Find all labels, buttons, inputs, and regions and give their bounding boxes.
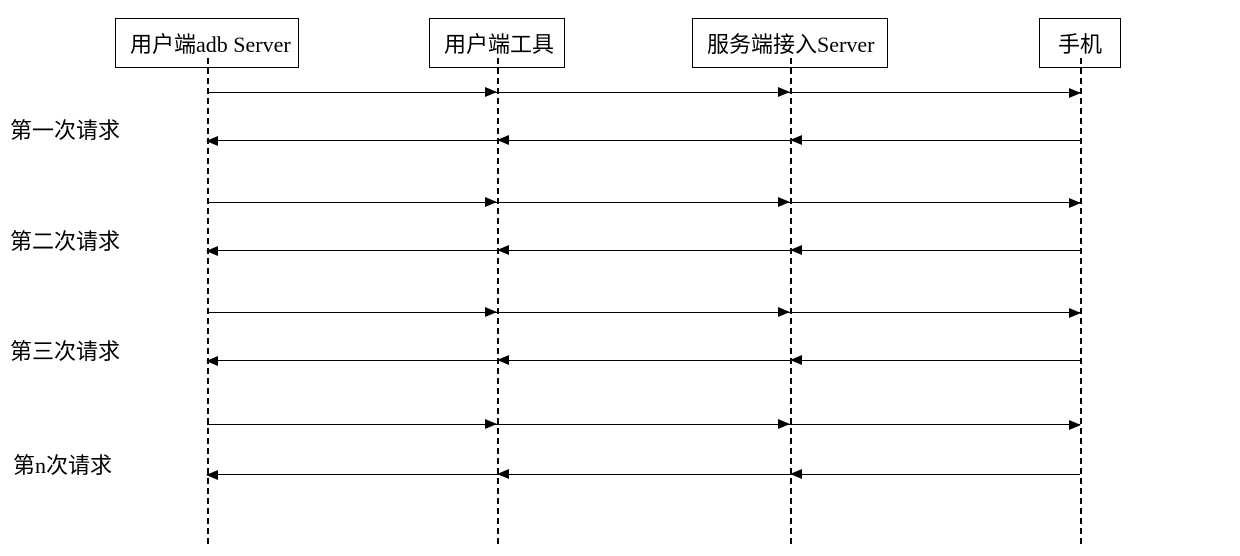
arrowhead — [790, 355, 802, 365]
row-label: 第三次请求 — [10, 334, 120, 366]
arrowhead — [485, 87, 497, 97]
arrowhead — [778, 87, 790, 97]
message-arrow — [207, 250, 1080, 251]
arrowhead — [790, 469, 802, 479]
arrowhead — [497, 135, 509, 145]
message-arrow — [207, 202, 1080, 203]
arrowhead — [778, 197, 790, 207]
message-arrow — [207, 312, 1080, 313]
message-arrow — [207, 360, 1080, 361]
message-arrow — [207, 474, 1080, 475]
lifeline-p4 — [1080, 58, 1082, 544]
arrowhead — [485, 197, 497, 207]
arrowhead — [497, 469, 509, 479]
arrowhead — [485, 419, 497, 429]
arrowhead — [790, 135, 802, 145]
arrowhead — [497, 355, 509, 365]
row-label: 第一次请求 — [10, 113, 120, 145]
message-arrow — [207, 140, 1080, 141]
arrowhead — [485, 307, 497, 317]
message-arrow — [207, 424, 1080, 425]
arrowhead — [790, 245, 802, 255]
arrowhead — [778, 419, 790, 429]
row-label: 第二次请求 — [10, 224, 120, 256]
arrowhead — [497, 245, 509, 255]
row-label: 第n次请求 — [13, 448, 112, 480]
message-arrow — [207, 92, 1080, 93]
arrowhead — [778, 307, 790, 317]
